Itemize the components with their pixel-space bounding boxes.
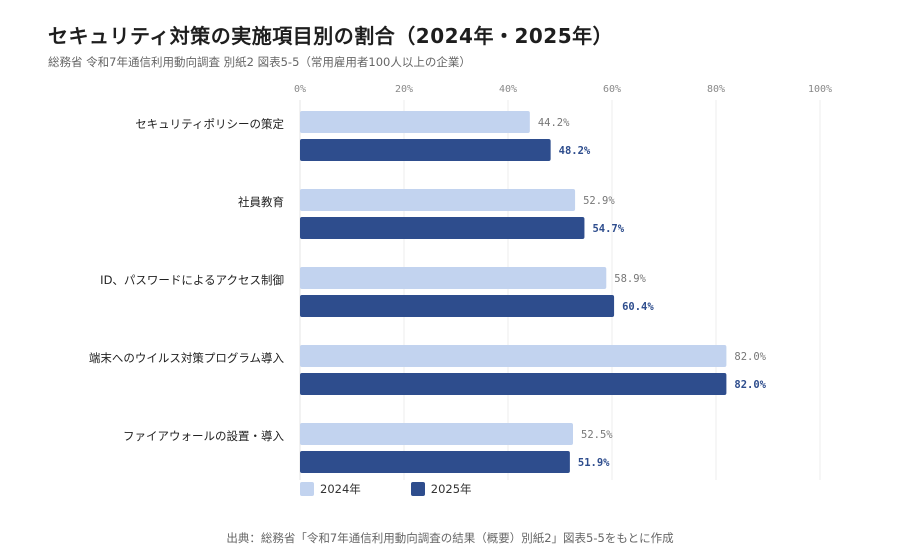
bar-2024: [300, 267, 607, 289]
data-label: 51.9%: [578, 457, 610, 469]
category-label: ID、パスワードによるアクセス制御: [100, 273, 284, 287]
data-label: 52.9%: [583, 195, 615, 207]
legend-item-2025: 2025年: [410, 481, 472, 497]
x-tick-label: 20%: [395, 84, 413, 95]
bar-2025: [300, 217, 585, 239]
data-label: 58.9%: [614, 273, 646, 285]
data-label: 82.0%: [734, 379, 766, 391]
chart-legend: 2024年 2025年: [300, 481, 522, 497]
bar-2024: [300, 189, 576, 211]
legend-label-2025: 2025年: [430, 482, 472, 496]
data-label: 54.7%: [592, 223, 624, 235]
source-footnote: 出典：総務省「令和7年通信利用動向調査の結果（概要）別紙2」図表5-5をもとに作…: [226, 531, 674, 545]
category-label: ファイアウォールの設置・導入: [123, 429, 284, 443]
category-label: 社員教育: [238, 195, 284, 209]
bar-2024: [300, 111, 530, 133]
legend-item-2024: 2024年: [300, 481, 361, 497]
data-label: 48.2%: [559, 145, 591, 157]
data-label: 82.0%: [734, 351, 766, 363]
bar-2025: [300, 373, 727, 395]
x-tick-label: 100%: [808, 84, 832, 95]
x-tick-label: 80%: [707, 84, 725, 95]
chart-subtitle: 総務省 令和7年通信利用動向調査 別紙2 図表5-5（常用雇用者100人以上の企…: [48, 55, 471, 69]
x-tick-label: 60%: [603, 84, 621, 95]
bar-2024: [300, 423, 573, 445]
data-label: 60.4%: [622, 301, 654, 313]
bar-2025: [300, 295, 615, 317]
x-tick-label: 0%: [294, 84, 306, 95]
chart-title: セキュリティ対策の実施項目別の割合（2024年・2025年）: [48, 24, 614, 48]
bar-2025: [300, 451, 570, 473]
x-tick-label: 40%: [499, 84, 517, 95]
legend-swatch-2025: [410, 482, 425, 496]
legend-swatch-2024: [300, 482, 314, 496]
data-label: 52.5%: [581, 429, 613, 441]
bar-2024: [300, 345, 727, 367]
bar-2025: [300, 139, 551, 161]
category-label: 端末へのウイルス対策プログラム導入: [89, 351, 285, 365]
category-label: セキュリティポリシーの策定: [135, 117, 284, 131]
data-label: 44.2%: [538, 117, 570, 129]
legend-label-2024: 2024年: [320, 482, 361, 496]
